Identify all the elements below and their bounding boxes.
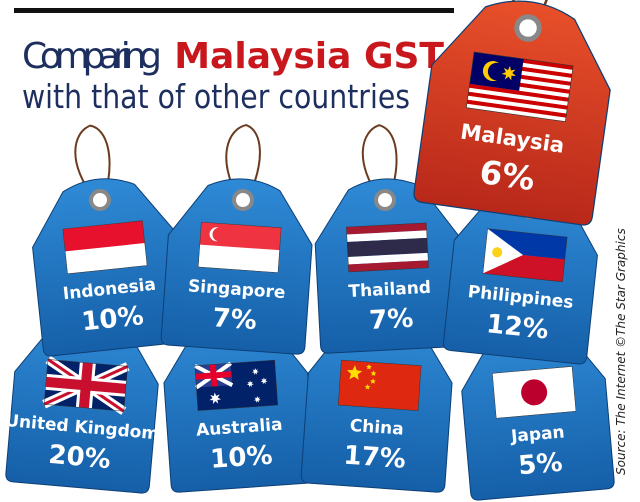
flag-part bbox=[467, 91, 568, 110]
rate: 17% bbox=[343, 441, 407, 475]
flag-border bbox=[492, 366, 577, 419]
tag-hole bbox=[89, 189, 111, 211]
country-name: Japan bbox=[509, 422, 565, 447]
flag-part bbox=[501, 65, 516, 81]
rate: 10% bbox=[80, 301, 145, 337]
flag-part bbox=[338, 360, 422, 411]
flag-part bbox=[62, 220, 145, 252]
flag-part bbox=[260, 377, 268, 385]
flag-part bbox=[366, 364, 372, 370]
flag-part bbox=[346, 222, 427, 235]
rate: 20% bbox=[47, 440, 112, 475]
flag-part bbox=[246, 380, 254, 388]
flag-part bbox=[346, 230, 428, 243]
rate: 5% bbox=[517, 448, 564, 482]
rate: 10% bbox=[209, 441, 273, 475]
tag-string bbox=[361, 124, 398, 201]
flag-part bbox=[364, 384, 371, 390]
flag-part bbox=[521, 379, 548, 406]
rate: 6% bbox=[477, 153, 537, 198]
flag-part bbox=[370, 378, 376, 384]
flag-part bbox=[348, 260, 429, 272]
flag-part bbox=[487, 62, 506, 81]
flag-part bbox=[78, 362, 93, 409]
source: Source: The Internet ©The Star Graphics bbox=[614, 228, 628, 475]
title-highlight: Malaysia GST bbox=[174, 36, 444, 77]
flag-part bbox=[466, 99, 567, 118]
flag-part bbox=[195, 371, 232, 380]
flag-part bbox=[466, 103, 566, 122]
flag-part bbox=[492, 247, 503, 258]
tag-hole bbox=[374, 189, 396, 211]
flag-part bbox=[467, 95, 568, 114]
flag-part bbox=[370, 370, 377, 376]
flag-part bbox=[347, 252, 429, 265]
rate: 12% bbox=[485, 309, 550, 345]
flag-part bbox=[469, 83, 569, 102]
tag-hole bbox=[514, 14, 542, 42]
flag-border bbox=[62, 220, 148, 275]
tag-string bbox=[74, 124, 111, 202]
flag-border bbox=[337, 359, 422, 411]
title-prefix: Comparing bbox=[22, 36, 162, 77]
tag-hole bbox=[232, 189, 254, 211]
top-rule bbox=[14, 8, 454, 13]
tag-string bbox=[225, 124, 261, 201]
flag-part bbox=[209, 392, 222, 404]
flag-part bbox=[347, 237, 428, 258]
flag-border bbox=[465, 51, 574, 122]
country-name: China bbox=[349, 416, 404, 440]
flag-border bbox=[197, 221, 282, 273]
flag-border bbox=[194, 359, 279, 411]
flag-border bbox=[43, 359, 128, 412]
flag-border bbox=[346, 222, 429, 273]
rate: 7% bbox=[368, 304, 414, 336]
flag-part bbox=[254, 395, 261, 403]
flag-border bbox=[482, 228, 568, 283]
rate: 7% bbox=[212, 303, 258, 336]
title-line1: Comparing Malaysia GST bbox=[22, 36, 444, 77]
flag-part bbox=[252, 368, 259, 375]
title-line2: with that of other countries bbox=[22, 77, 410, 116]
flag-part bbox=[212, 227, 227, 242]
flag-part bbox=[468, 87, 569, 106]
flag-part bbox=[347, 365, 363, 380]
flag-part bbox=[482, 228, 524, 274]
country-name: Thailand bbox=[348, 278, 432, 302]
